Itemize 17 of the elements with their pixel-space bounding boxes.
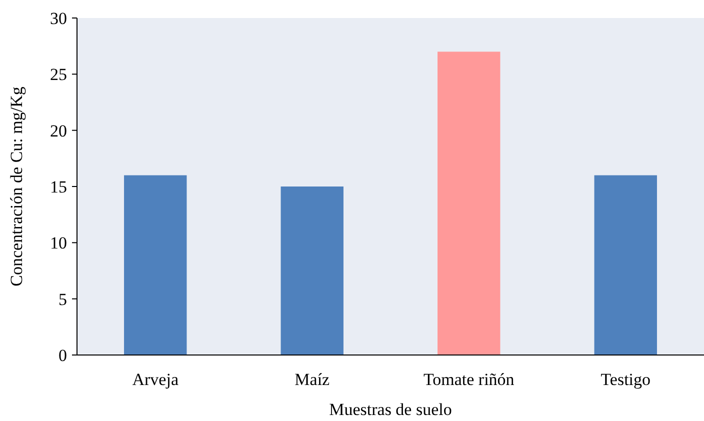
y-tick-label: 20 [50, 121, 67, 140]
x-tick-label: Tomate riñón [423, 370, 515, 389]
y-tick-label: 10 [50, 234, 67, 253]
y-tick-label: 5 [58, 290, 67, 309]
x-axis-title: Muestras de suelo [329, 400, 452, 419]
bar [594, 175, 657, 355]
y-tick-label: 15 [50, 177, 67, 196]
y-axis-title: Concentración de Cu: mg/Kg [7, 86, 26, 286]
x-tick-label: Maíz [294, 370, 330, 389]
bar [124, 175, 187, 355]
y-tick-label: 0 [58, 346, 67, 365]
x-tick-label: Testigo [600, 370, 651, 389]
bar [438, 52, 500, 355]
bar [280, 186, 344, 355]
y-tick-label: 30 [50, 8, 67, 28]
y-tick-label: 25 [50, 65, 67, 84]
x-tick-label: Arveja [132, 370, 179, 389]
